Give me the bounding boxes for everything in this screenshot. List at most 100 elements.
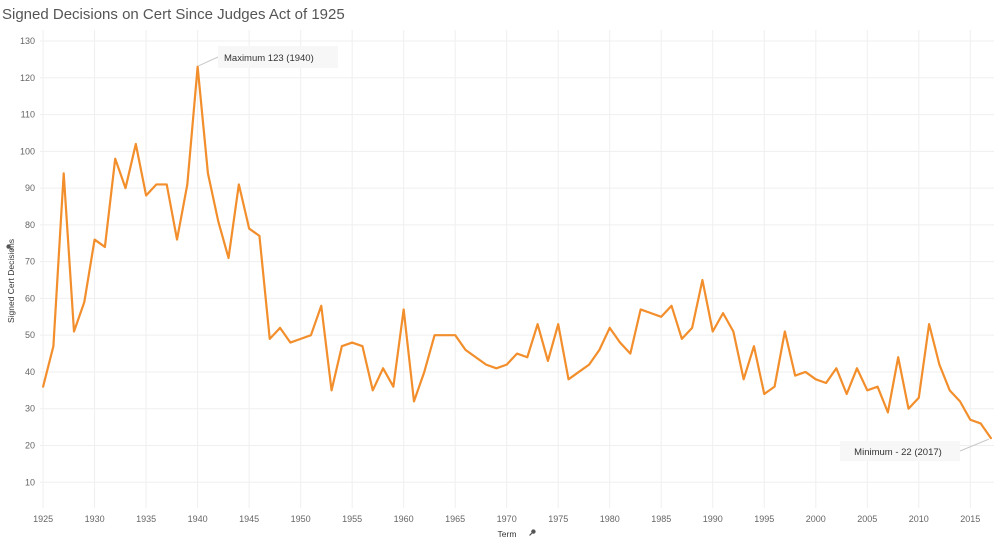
data-point[interactable] <box>102 244 108 250</box>
data-point[interactable] <box>133 141 139 147</box>
data-point[interactable] <box>205 170 211 176</box>
data-point[interactable] <box>473 354 479 360</box>
data-point[interactable] <box>607 325 613 331</box>
data-point[interactable] <box>576 369 582 375</box>
data-point[interactable] <box>596 347 602 353</box>
data-point[interactable] <box>401 306 407 312</box>
data-point[interactable] <box>761 391 767 397</box>
data-point[interactable] <box>462 347 468 353</box>
data-point[interactable] <box>813 376 819 382</box>
data-point[interactable] <box>802 369 808 375</box>
y-axis-pin-icon[interactable] <box>5 243 14 252</box>
data-point[interactable] <box>792 373 798 379</box>
data-point[interactable] <box>308 332 314 338</box>
data-point[interactable] <box>318 303 324 309</box>
x-axis-pin-icon[interactable] <box>528 528 537 537</box>
data-point[interactable] <box>92 237 98 243</box>
data-point[interactable] <box>730 329 736 335</box>
data-point[interactable] <box>864 387 870 393</box>
data-point[interactable] <box>81 299 87 305</box>
data-point[interactable] <box>689 325 695 331</box>
data-point[interactable] <box>638 306 644 312</box>
data-point[interactable] <box>432 332 438 338</box>
data-point[interactable] <box>339 343 345 349</box>
data-point[interactable] <box>916 395 922 401</box>
y-tick-label: 40 <box>25 367 35 377</box>
data-point[interactable] <box>359 343 365 349</box>
data-point[interactable] <box>751 343 757 349</box>
data-point[interactable] <box>277 325 283 331</box>
data-point[interactable] <box>153 181 159 187</box>
data-point[interactable] <box>421 369 427 375</box>
data-point[interactable] <box>256 233 262 239</box>
data-point[interactable] <box>669 303 675 309</box>
data-point[interactable] <box>627 351 633 357</box>
data-point[interactable] <box>926 321 932 327</box>
data-point[interactable] <box>658 314 664 320</box>
data-point[interactable] <box>936 362 942 368</box>
data-point[interactable] <box>967 417 973 423</box>
data-point[interactable] <box>226 255 232 261</box>
data-point[interactable] <box>143 192 149 198</box>
y-tick-label: 70 <box>25 257 35 267</box>
data-point[interactable] <box>61 170 67 176</box>
data-point[interactable] <box>833 365 839 371</box>
data-point[interactable] <box>493 365 499 371</box>
data-point[interactable] <box>875 384 881 390</box>
data-point[interactable] <box>112 156 118 162</box>
data-point[interactable] <box>988 435 994 441</box>
data-point[interactable] <box>741 376 747 382</box>
data-point[interactable] <box>40 384 46 390</box>
data-point[interactable] <box>586 362 592 368</box>
data-point[interactable] <box>524 354 530 360</box>
data-point[interactable] <box>236 181 242 187</box>
data-point[interactable] <box>411 398 417 404</box>
data-point[interactable] <box>885 409 891 415</box>
data-point[interactable] <box>679 336 685 342</box>
data-point[interactable] <box>442 332 448 338</box>
data-point[interactable] <box>535 321 541 327</box>
data-point[interactable] <box>287 340 293 346</box>
data-point[interactable] <box>184 181 190 187</box>
data-point[interactable] <box>823 380 829 386</box>
data-point[interactable] <box>957 398 963 404</box>
data-point[interactable] <box>617 340 623 346</box>
data-point[interactable] <box>174 237 180 243</box>
data-point[interactable] <box>545 358 551 364</box>
data-point[interactable] <box>329 387 335 393</box>
data-point[interactable] <box>566 376 572 382</box>
x-tick-label: 1950 <box>291 514 311 524</box>
data-point[interactable] <box>555 321 561 327</box>
data-point[interactable] <box>844 391 850 397</box>
data-point[interactable] <box>71 329 77 335</box>
data-point[interactable] <box>782 329 788 335</box>
data-point[interactable] <box>905 406 911 412</box>
data-point[interactable] <box>50 343 56 349</box>
data-point[interactable] <box>895 354 901 360</box>
data-point[interactable] <box>772 384 778 390</box>
data-point[interactable] <box>164 181 170 187</box>
data-point[interactable] <box>648 310 654 316</box>
data-point[interactable] <box>298 336 304 342</box>
series-line[interactable] <box>41 65 993 440</box>
data-point[interactable] <box>370 387 376 393</box>
data-point[interactable] <box>452 332 458 338</box>
data-point[interactable] <box>514 351 520 357</box>
data-point[interactable] <box>947 387 953 393</box>
data-point[interactable] <box>504 362 510 368</box>
x-tick-label: 1925 <box>33 514 53 524</box>
data-point[interactable] <box>978 420 984 426</box>
data-point[interactable] <box>246 226 252 232</box>
data-point[interactable] <box>267 336 273 342</box>
data-point[interactable] <box>380 365 386 371</box>
data-point[interactable] <box>195 64 201 70</box>
data-point[interactable] <box>390 384 396 390</box>
data-point[interactable] <box>699 277 705 283</box>
data-point[interactable] <box>710 329 716 335</box>
data-point[interactable] <box>720 310 726 316</box>
data-point[interactable] <box>215 218 221 224</box>
data-point[interactable] <box>854 365 860 371</box>
data-point[interactable] <box>123 185 129 191</box>
data-point[interactable] <box>349 340 355 346</box>
data-point[interactable] <box>483 362 489 368</box>
